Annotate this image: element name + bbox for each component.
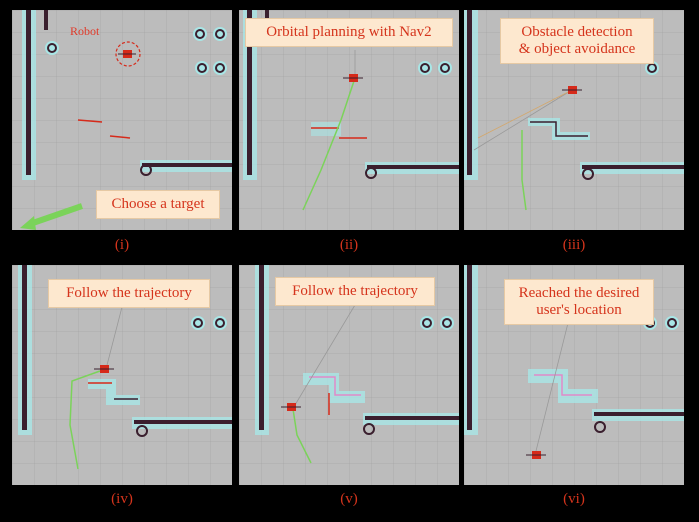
target-arrow-icon [20,216,36,230]
caption-3-line-2: & object avoidance [518,41,636,57]
map-panel-6: Reached the desired user's location [464,265,684,485]
caption-2: Orbital planning with Nav2 [245,18,453,47]
caption-3-line-1: Obstacle detection [521,24,633,40]
panel-label-6: (vi) [563,491,585,507]
map-panel-2: Orbital planning with Nav2 [239,10,459,230]
caption-6-line-2: user's location [536,302,622,318]
caption-6-line-1: Reached the desired [518,285,640,301]
panel-label-5: (v) [340,491,358,507]
map-panel-5: Follow the trajectory [239,265,459,485]
robot-tag: Robot [70,24,100,38]
caption-1: Choose a target [96,190,220,219]
map-panel-1: Robot Choose a target [12,10,232,230]
map-panel-4: Follow the trajectory [12,265,232,485]
caption-4: Follow the trajectory [48,279,210,308]
panel-label-2: (ii) [339,237,359,253]
caption-3: Obstacle detection & object avoidance [500,18,654,64]
panel-label-1: (i) [114,237,130,253]
caption-5: Follow the trajectory [275,277,435,306]
panel-label-3: (iii) [562,237,586,253]
panel-label-4: (iv) [111,491,133,507]
map-panel-3: Obstacle detection & object avoidance [464,10,684,230]
caption-6: Reached the desired user's location [504,279,654,325]
